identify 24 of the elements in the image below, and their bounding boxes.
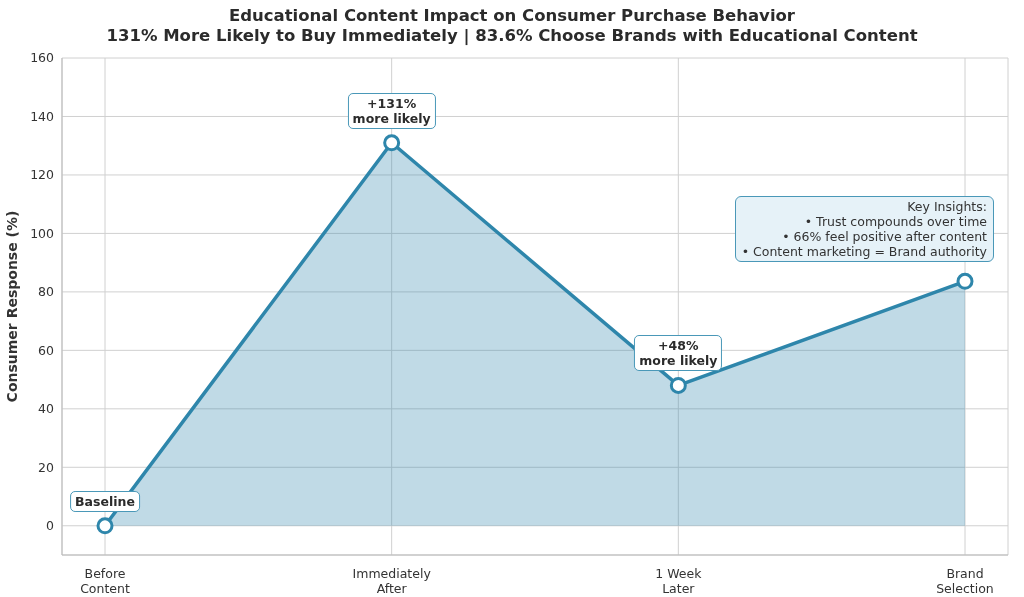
x-tick-label: Before Content <box>80 566 130 596</box>
y-tick-label: 140 <box>30 108 55 124</box>
y-tick-label: 120 <box>30 167 55 183</box>
chart-subtitle: 131% More Likely to Buy Immediately | 83.6% Choose Brands with Educational Content <box>105 26 919 46</box>
annotation: Baseline <box>70 490 140 512</box>
y-tick-label: 100 <box>30 225 55 241</box>
y-tick-label: 160 <box>30 50 55 66</box>
y-tick-label: 20 <box>38 459 55 475</box>
y-axis-title: Consumer Response (%) <box>3 210 20 403</box>
point <box>669 376 687 394</box>
annotation: +48% more likely <box>634 335 723 372</box>
x-tick-label: Brand Selection <box>936 566 994 596</box>
y-tick-label: 0 <box>46 518 55 534</box>
y-tick-label: 80 <box>38 284 55 300</box>
point <box>383 134 401 152</box>
annotation: Key Insights: • Trust compounds over time • 66% feel positive after content • Content marketing = Brand authority <box>734 196 994 262</box>
y-tick-label: 40 <box>38 401 55 417</box>
x-tick-label: Immediately After <box>352 566 432 596</box>
point <box>956 272 974 290</box>
point <box>96 517 114 535</box>
x-tick-label: 1 Week Later <box>655 566 703 596</box>
chart-title: Educational Content Impact on Consumer Purchase Behavior <box>228 6 796 26</box>
annotation: +131% more likely <box>347 92 436 129</box>
y-tick-label: 60 <box>38 342 55 358</box>
